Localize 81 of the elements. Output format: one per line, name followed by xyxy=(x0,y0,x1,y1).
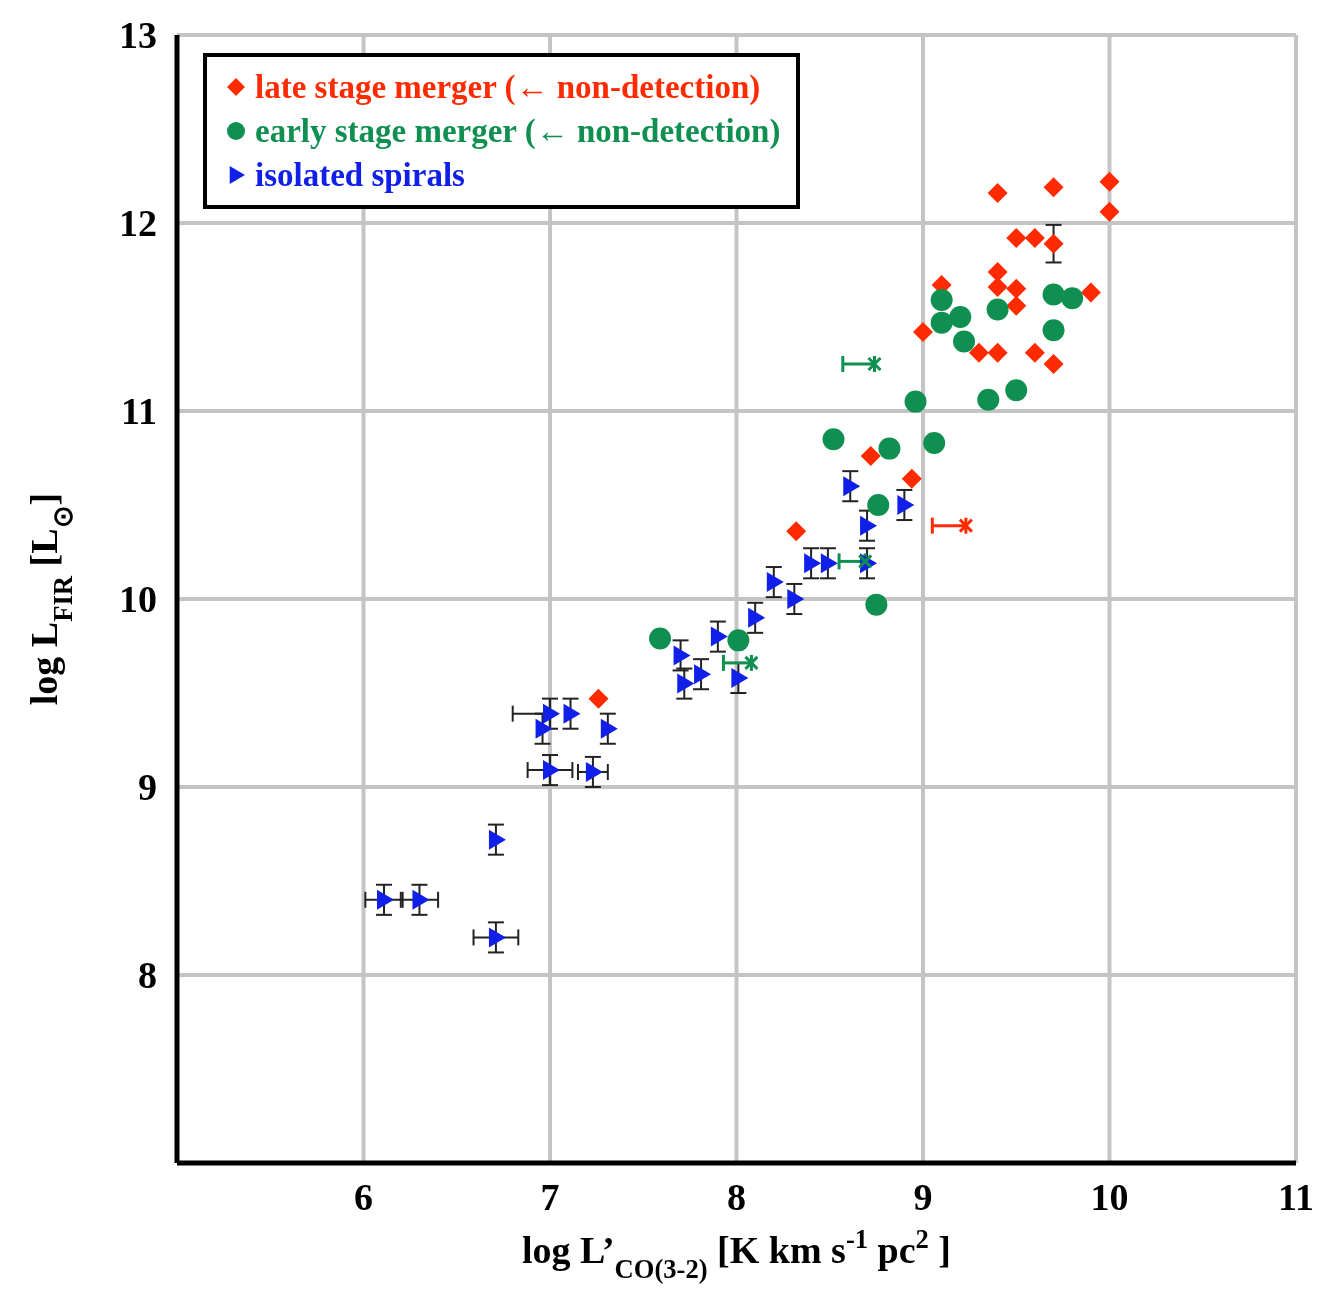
point xyxy=(1042,319,1065,342)
x-tick-label: 6 xyxy=(354,1175,373,1218)
point xyxy=(710,626,728,647)
point xyxy=(748,607,766,628)
point xyxy=(987,342,1008,363)
point xyxy=(1024,228,1045,249)
point xyxy=(987,182,1008,203)
point xyxy=(731,667,749,688)
point xyxy=(860,446,881,467)
point xyxy=(1061,287,1084,310)
point xyxy=(543,760,560,781)
point xyxy=(1043,354,1064,374)
point xyxy=(727,629,750,652)
x-axis-title: log L’$_{CO(3-2)}$ [K km s$^{-1}$ pc$^{2}$ ] xyxy=(521,1224,952,1284)
point xyxy=(1006,295,1027,316)
x-tick-label: 9 xyxy=(913,1175,933,1218)
point xyxy=(488,927,506,948)
point xyxy=(1005,379,1028,402)
point xyxy=(865,593,888,616)
legend-label: early stage merger (← non-detection) xyxy=(255,112,781,151)
point xyxy=(987,276,1008,297)
point xyxy=(1006,278,1027,299)
point xyxy=(867,494,890,516)
x-tick-label: 8 xyxy=(727,1175,746,1218)
point xyxy=(867,356,883,372)
point xyxy=(878,437,901,460)
point xyxy=(1024,342,1045,363)
point xyxy=(930,311,953,334)
point xyxy=(901,468,922,489)
point xyxy=(743,655,759,671)
y-tick-label: 10 xyxy=(119,578,157,621)
point xyxy=(600,718,618,739)
point xyxy=(535,718,553,739)
x-tick-label: 10 xyxy=(1090,1175,1129,1218)
y-tick-label: 13 xyxy=(119,14,157,57)
point xyxy=(953,330,976,353)
point xyxy=(673,645,691,666)
point xyxy=(804,553,822,574)
point xyxy=(1099,201,1120,222)
point xyxy=(958,518,974,534)
point xyxy=(923,431,946,454)
x-tick-label: 7 xyxy=(540,1175,560,1218)
point xyxy=(1043,177,1064,198)
y-tick-label: 11 xyxy=(121,390,157,433)
point xyxy=(1006,228,1027,249)
point xyxy=(968,342,989,363)
point xyxy=(488,829,506,850)
point xyxy=(897,495,915,515)
point xyxy=(1080,282,1101,303)
point xyxy=(677,673,695,694)
y-tick-label: 12 xyxy=(119,202,157,245)
point xyxy=(412,889,430,910)
point xyxy=(1043,233,1064,254)
point xyxy=(904,390,927,413)
legend-label: isolated spirals xyxy=(255,156,465,195)
point xyxy=(843,476,861,497)
point xyxy=(986,298,1009,321)
point xyxy=(913,322,933,343)
point xyxy=(930,289,953,312)
point xyxy=(787,589,805,609)
point xyxy=(860,515,878,536)
point xyxy=(766,572,784,593)
point xyxy=(786,521,807,542)
point xyxy=(694,664,712,685)
point xyxy=(649,627,672,650)
point xyxy=(820,553,838,574)
point xyxy=(987,261,1008,282)
y-tick-label: 9 xyxy=(138,766,157,809)
point xyxy=(588,688,609,709)
x-tick-label: 11 xyxy=(1278,1175,1314,1218)
y-tick-label: 8 xyxy=(138,954,157,997)
point xyxy=(585,761,603,782)
legend-label: late stage merger (← non-detection) xyxy=(255,68,761,107)
point xyxy=(1099,171,1120,192)
point xyxy=(563,703,581,724)
point xyxy=(1042,283,1065,306)
point xyxy=(822,428,845,451)
point xyxy=(977,388,1000,411)
point xyxy=(377,889,395,910)
point xyxy=(543,703,560,724)
point xyxy=(949,306,972,328)
